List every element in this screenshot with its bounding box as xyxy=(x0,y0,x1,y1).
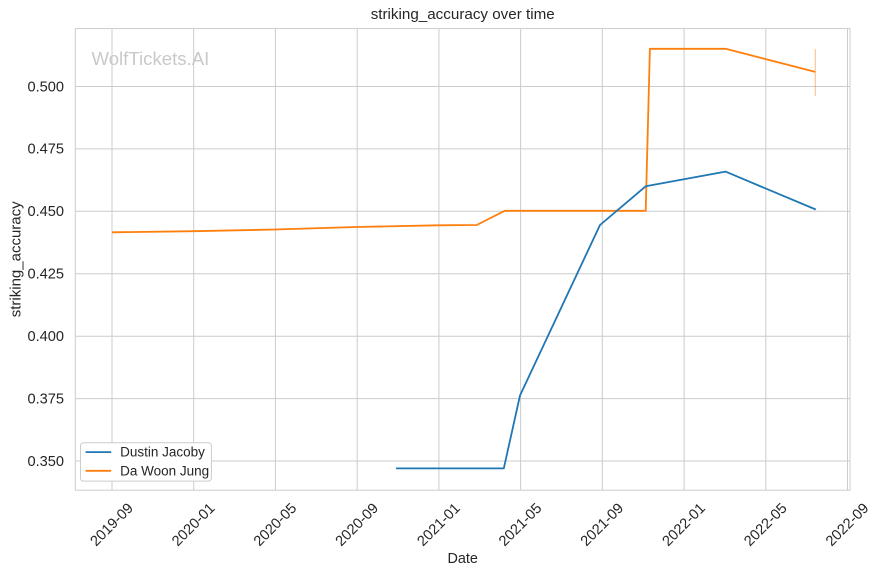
svg-text:0.450: 0.450 xyxy=(27,204,64,220)
svg-text:striking_accuracy over time: striking_accuracy over time xyxy=(371,6,555,23)
svg-text:0.475: 0.475 xyxy=(27,142,64,158)
svg-text:Date: Date xyxy=(447,551,477,567)
svg-text:Da Woon Jung: Da Woon Jung xyxy=(120,463,209,478)
svg-text:striking_accuracy: striking_accuracy xyxy=(8,201,25,317)
svg-text:0.425: 0.425 xyxy=(27,267,64,283)
svg-text:0.350: 0.350 xyxy=(27,454,64,470)
svg-text:0.400: 0.400 xyxy=(27,329,64,345)
svg-text:WolfTickets.AI: WolfTickets.AI xyxy=(92,48,210,69)
svg-text:Dustin Jacoby: Dustin Jacoby xyxy=(120,445,205,460)
svg-text:0.375: 0.375 xyxy=(27,391,64,407)
svg-text:0.500: 0.500 xyxy=(27,79,64,95)
